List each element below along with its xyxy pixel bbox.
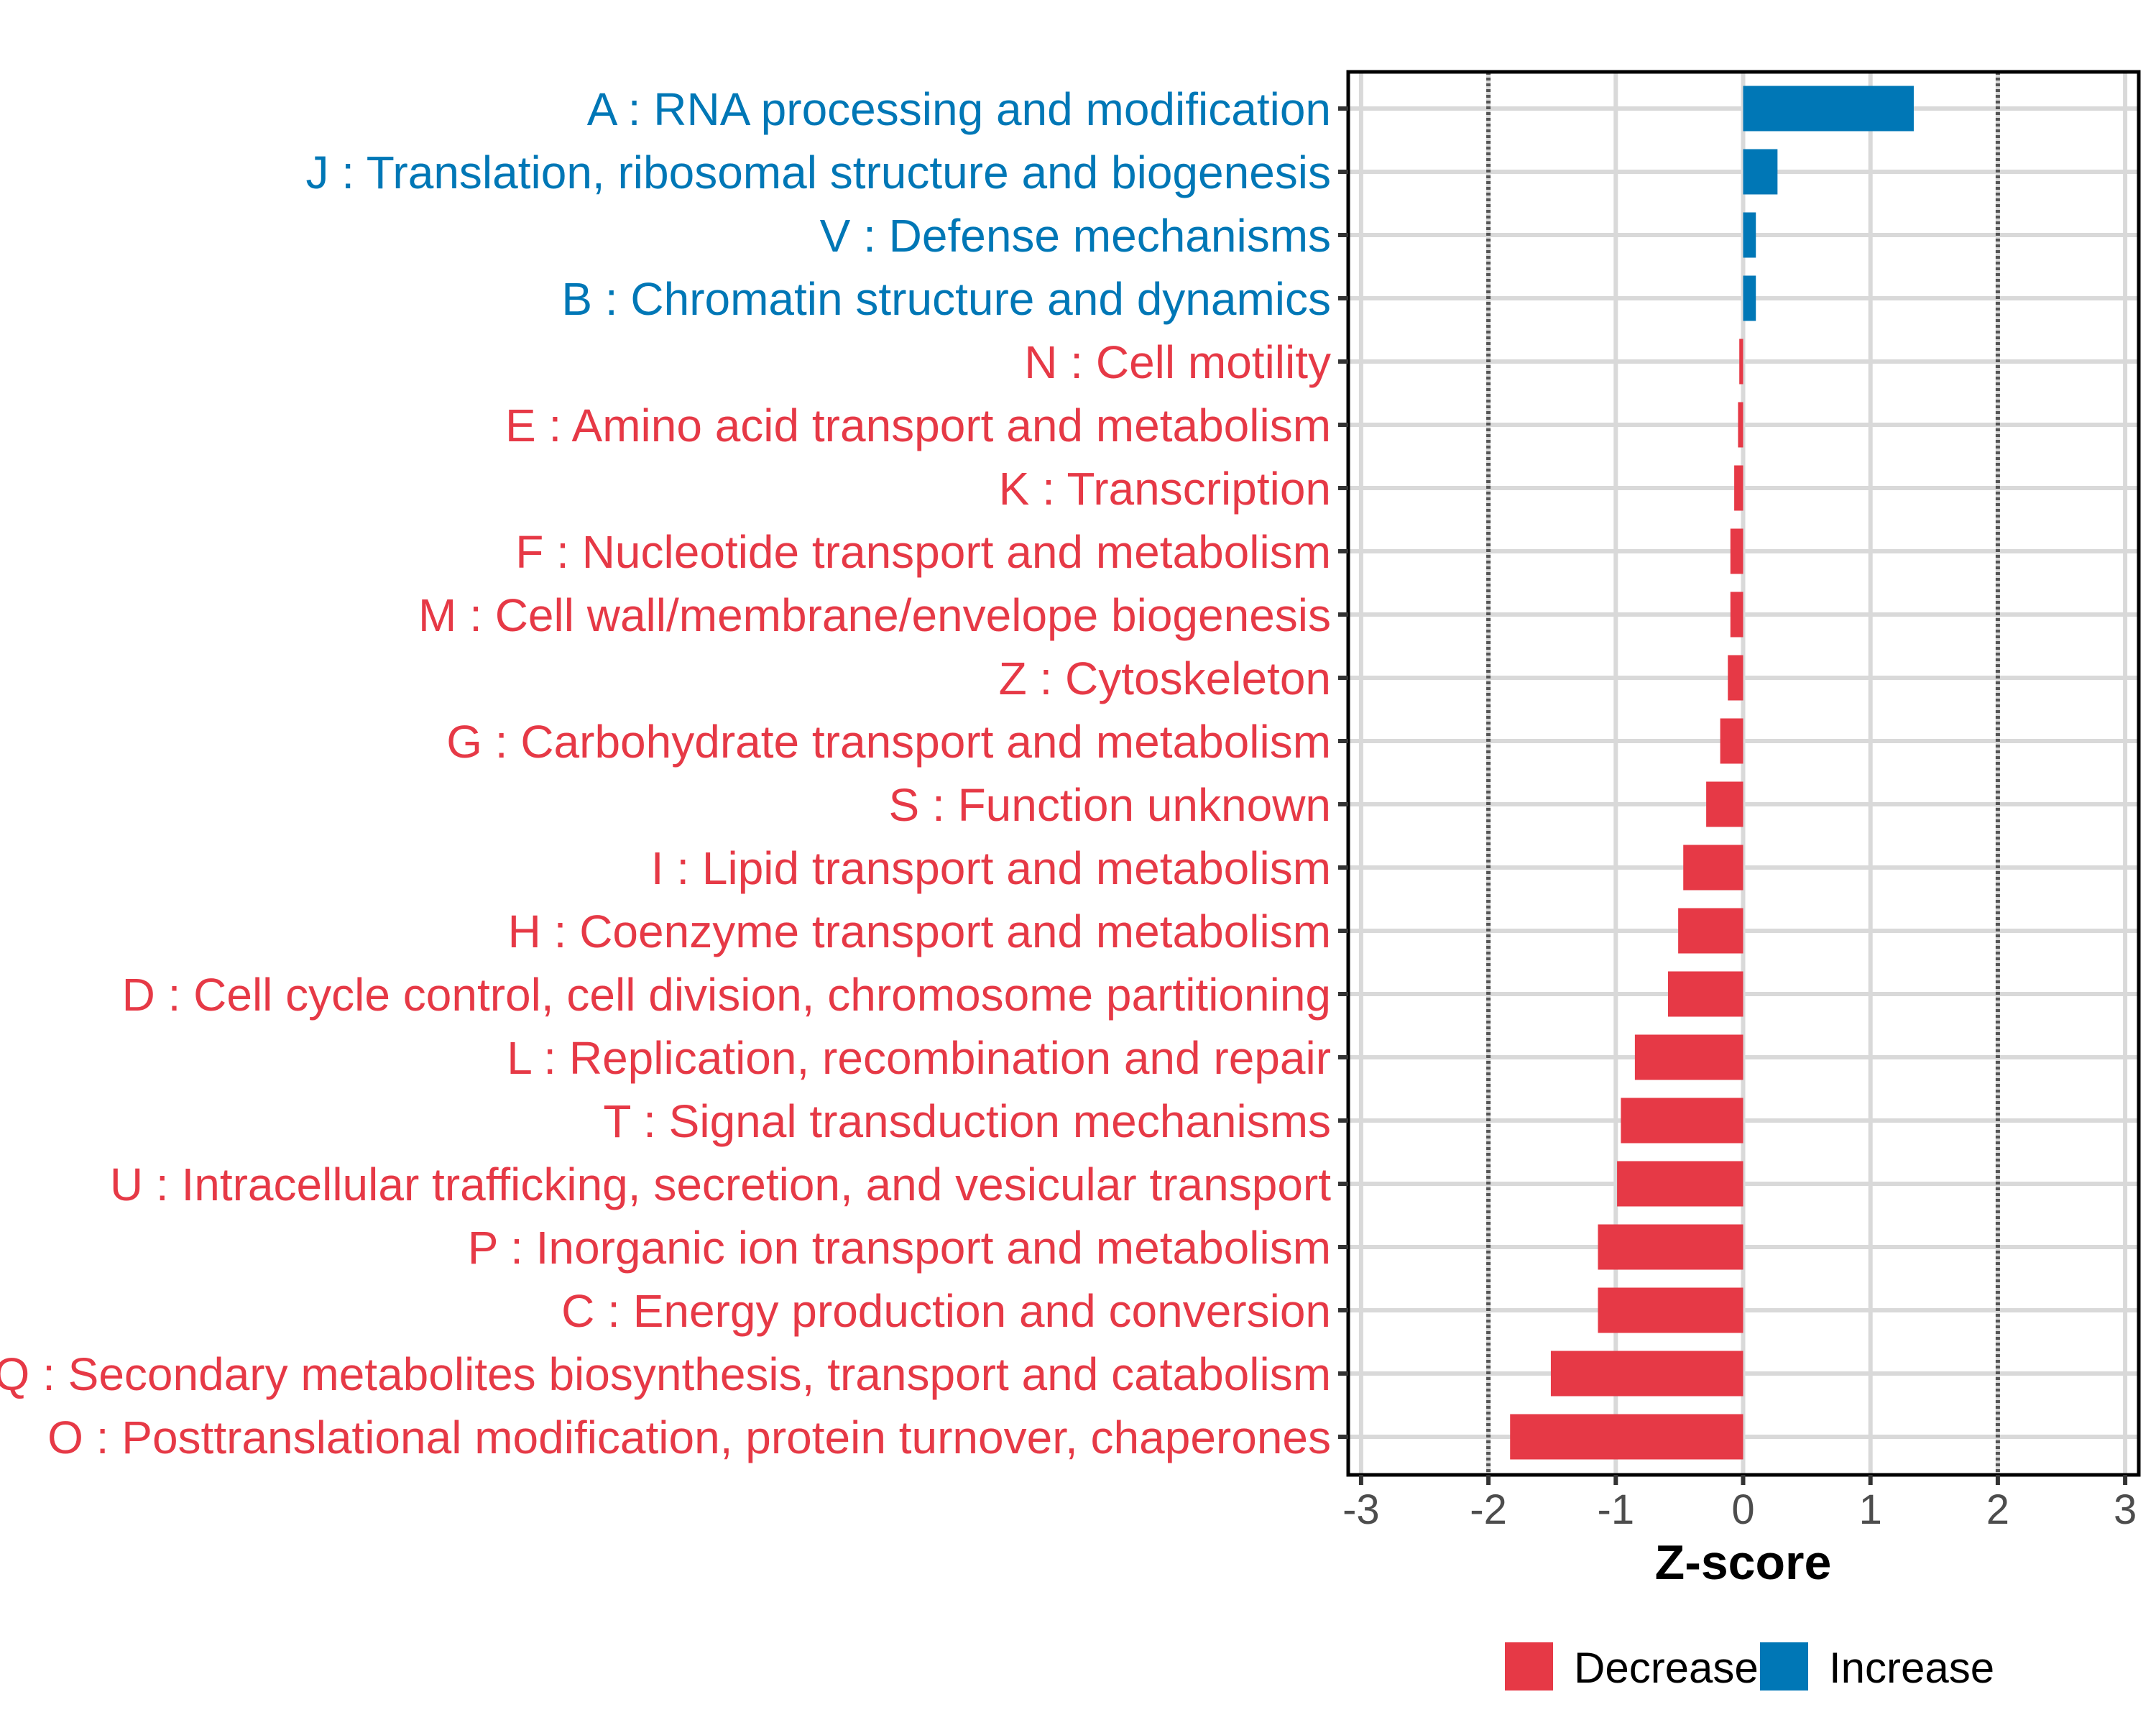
bar <box>1621 1098 1743 1144</box>
y-tick-label: Q : Secondary metabolites biosynthesis, … <box>0 1348 1331 1400</box>
bar <box>1667 971 1743 1017</box>
y-tick-label: U : Intracellular trafficking, secretion… <box>110 1159 1331 1210</box>
y-tick-label: N : Cell motility <box>1024 336 1331 388</box>
y-tick-label: S : Function unknown <box>889 779 1331 831</box>
y-tick-label: K : Transcription <box>999 463 1331 515</box>
legend-label-decrease: Decrease <box>1574 1644 1759 1692</box>
x-tick-label: 0 <box>1731 1486 1754 1533</box>
y-tick-label: V : Defense mechanisms <box>820 210 1331 262</box>
y-tick-label: P : Inorganic ion transport and metaboli… <box>468 1222 1331 1274</box>
y-tick-label: Z : Cytoskeleton <box>999 653 1331 704</box>
bar <box>1683 845 1743 891</box>
y-tick-label: C : Energy production and conversion <box>561 1285 1331 1337</box>
bar <box>1617 1161 1743 1207</box>
x-tick-label: -1 <box>1598 1486 1635 1533</box>
y-tick-label: E : Amino acid transport and metabolism <box>505 400 1331 451</box>
y-tick-label: I : Lipid transport and metabolism <box>651 842 1331 894</box>
bar <box>1743 86 1914 132</box>
y-tick-label: A : RNA processing and modification <box>587 83 1331 135</box>
y-tick-label: T : Signal transduction mechanisms <box>603 1095 1331 1147</box>
bar <box>1598 1224 1743 1270</box>
y-tick-label: J : Translation, ribosomal structure and… <box>306 147 1332 198</box>
bar <box>1720 718 1743 764</box>
bar <box>1743 149 1778 195</box>
bar <box>1634 1034 1743 1080</box>
bars <box>1510 86 1914 1460</box>
y-axis: A : RNA processing and modification J : T… <box>0 83 1348 1463</box>
legend-key-decrease <box>1505 1642 1553 1690</box>
bar <box>1738 402 1743 448</box>
y-tick-label: L : Replication, recombination and repai… <box>507 1032 1331 1084</box>
y-tick-label: O : Posttranslational modification, prot… <box>47 1412 1331 1463</box>
y-tick-label: F : Nucleotide transport and metabolism <box>515 526 1331 578</box>
bar <box>1706 781 1743 827</box>
x-tick-label: -3 <box>1342 1486 1380 1533</box>
bar <box>1550 1351 1743 1397</box>
y-tick-label: M : Cell wall/membrane/envelope biogenes… <box>418 589 1331 641</box>
bar <box>1743 212 1756 258</box>
reference-lines <box>1486 72 2000 1475</box>
x-tick-label: 1 <box>1859 1486 1882 1533</box>
y-tick-label: B : Chromatin structure and dynamics <box>561 273 1331 325</box>
y-tick-label: D : Cell cycle control, cell division, c… <box>122 969 1331 1021</box>
bar <box>1734 465 1743 511</box>
x-tick-label: -2 <box>1470 1486 1507 1533</box>
x-tick-label: 2 <box>1986 1486 2009 1533</box>
bar <box>1598 1287 1743 1333</box>
x-axis: -3 -2 -1 0 1 2 3 <box>1342 1475 2137 1533</box>
legend-label-increase: Increase <box>1829 1644 1994 1692</box>
bar <box>1728 655 1743 701</box>
bar <box>1730 592 1743 638</box>
bar <box>1730 528 1743 574</box>
legend: Decrease Increase <box>1505 1642 1994 1692</box>
bar <box>1743 275 1756 321</box>
y-tick-label: G : Carbohydrate transport and metabolis… <box>446 716 1331 768</box>
x-axis-title: Z-score <box>1655 1535 1832 1590</box>
bar <box>1739 339 1743 385</box>
bar <box>1678 908 1743 954</box>
y-tick-label: H : Coenzyme transport and metabolism <box>508 906 1331 957</box>
bar <box>1510 1414 1743 1460</box>
legend-key-increase <box>1760 1642 1808 1690</box>
x-tick-label: 3 <box>2114 1486 2137 1533</box>
